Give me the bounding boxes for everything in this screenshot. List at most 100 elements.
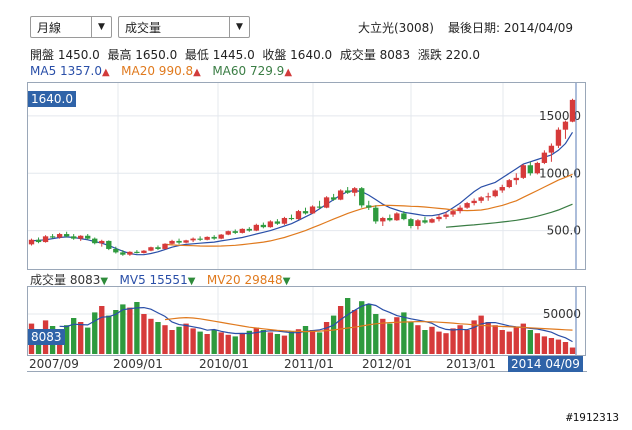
indicator-select[interactable]: 成交量 ▼ — [118, 16, 250, 38]
volume-bar — [127, 307, 133, 354]
candle-body — [562, 121, 569, 130]
price-chart-panel: 500.0 1000.0 1500.0 1640.0 — [27, 82, 586, 270]
candle-body — [274, 221, 281, 224]
candle-body — [366, 205, 372, 208]
volume-chart-panel: 50000 8083 — [27, 286, 586, 356]
candle-body — [401, 213, 407, 220]
candle-body — [555, 129, 562, 146]
volume-bar — [344, 298, 351, 354]
candle-body — [485, 196, 491, 198]
trend-up-icon: ▲ — [284, 67, 293, 78]
candle-body — [337, 190, 344, 200]
volume-bar — [239, 333, 245, 354]
candle-body — [85, 235, 91, 239]
volume-bar — [176, 326, 182, 354]
x-tick-label: 2007/09 — [29, 357, 79, 371]
last-date: 最後日期: 2014/04/09 — [448, 21, 574, 35]
x-tick-label: 2011/01 — [284, 357, 334, 371]
candle-body — [373, 207, 379, 222]
volume-bar — [541, 336, 548, 354]
candle-body — [499, 187, 505, 191]
candle-body — [42, 236, 49, 243]
candle-body — [302, 211, 309, 214]
y-tick-label: 500.0 — [547, 224, 581, 238]
trend-up-icon: ▲ — [102, 67, 110, 78]
trend-down-icon: ▼ — [100, 276, 109, 287]
candle-body — [211, 236, 217, 239]
candle-body — [239, 228, 245, 233]
volume-bar — [436, 331, 442, 354]
volume-label: 成交量 8083 — [30, 273, 101, 287]
volume-bar — [394, 317, 400, 354]
price-tag: 1640.0 — [28, 91, 76, 107]
quote-close: 收盤 1640.0 — [262, 48, 333, 62]
period-select[interactable]: 月線 ▼ — [30, 16, 112, 38]
candle-body — [422, 220, 428, 223]
candle-body — [464, 203, 470, 208]
volume-bar — [506, 331, 512, 354]
volume-bar — [513, 326, 519, 354]
candle-body — [183, 240, 189, 243]
volume-bar — [148, 318, 154, 354]
candle-body — [478, 197, 484, 201]
trend-down-icon: ▼ — [282, 276, 291, 287]
volume-bar — [260, 330, 267, 354]
volume-bar — [534, 333, 541, 354]
volume-bar — [422, 330, 428, 354]
candle-body — [99, 240, 105, 244]
volume-bar — [415, 325, 421, 354]
volume-bar — [85, 327, 91, 354]
volume-bar — [218, 332, 224, 354]
volume-bar — [190, 328, 196, 354]
volume-bar — [246, 330, 252, 354]
volume-bar — [169, 330, 175, 354]
candle-body — [359, 188, 365, 206]
volume-bar — [134, 302, 140, 354]
volume-bar — [359, 301, 365, 354]
volume-bar — [380, 318, 386, 354]
volume-bar — [569, 347, 576, 354]
chevron-down-icon[interactable]: ▼ — [229, 17, 249, 37]
volume-bar — [443, 333, 449, 354]
candle-body — [134, 251, 140, 253]
volume-bar — [197, 331, 203, 354]
series-line-ma60 — [445, 203, 573, 228]
volume-bar — [464, 330, 470, 354]
series-line-mv20 — [164, 316, 573, 333]
candle-body — [513, 177, 519, 181]
volume-bar — [267, 332, 274, 354]
candle-body — [56, 234, 63, 238]
candle-body — [471, 200, 477, 204]
volume-bar — [225, 334, 231, 354]
quote-low: 最低 1445.0 — [184, 48, 255, 62]
volume-bar — [78, 322, 84, 354]
volume-bar — [387, 323, 393, 354]
mv20-label: MV20 29848 — [206, 273, 283, 287]
candle-body — [548, 145, 555, 153]
date-tag: 2014 04/09 — [508, 356, 583, 372]
candle-body — [281, 217, 288, 224]
candle-body — [443, 214, 449, 217]
volume-bar — [92, 312, 98, 354]
mv5-label: MV5 15551 — [119, 273, 188, 287]
candle-body — [106, 240, 112, 249]
volume-tag: 8083 — [28, 329, 65, 345]
chevron-down-icon[interactable]: ▼ — [91, 17, 111, 37]
quote-change: 漲跌 220.0 — [417, 48, 480, 62]
period-select-value: 月線 — [37, 21, 62, 35]
y-tick-label: 50000 — [543, 307, 581, 321]
x-tick-label: 2010/01 — [199, 357, 249, 371]
volume-bar — [302, 326, 309, 354]
volume-bar — [485, 322, 491, 354]
indicator-select-value: 成交量 — [125, 21, 162, 35]
candle-body — [450, 211, 456, 215]
volume-bar — [555, 339, 562, 354]
candle-body — [78, 235, 84, 239]
volume-bar — [70, 318, 77, 354]
volume-bar — [253, 327, 260, 354]
candle-body — [35, 239, 42, 243]
candle-body — [344, 190, 351, 193]
candle-body — [92, 238, 98, 244]
candle-body — [197, 238, 203, 240]
